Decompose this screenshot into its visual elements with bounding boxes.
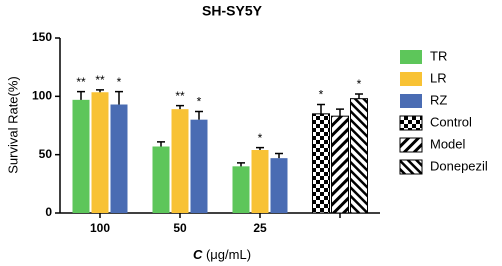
significance-label: * [197, 95, 202, 109]
legend-label: LR [430, 70, 447, 85]
error-bar [275, 152, 283, 159]
bar [72, 99, 90, 213]
bar [331, 115, 349, 214]
legend-label: Control [430, 114, 472, 129]
error-bar [157, 141, 165, 147]
error-bar [256, 146, 264, 150]
error-bar [317, 103, 325, 114]
error-bar [237, 162, 245, 167]
legend-swatch [399, 137, 423, 153]
legend-swatch [399, 159, 423, 175]
y-tick-label: 0 [45, 205, 52, 219]
y-tick-label: 100 [32, 89, 52, 103]
significance-label: * [319, 88, 324, 102]
bar [171, 109, 189, 213]
bar [350, 98, 368, 214]
legend-label: RZ [430, 92, 447, 107]
x-tick-label: 25 [253, 221, 267, 235]
significance-label: * [258, 131, 263, 145]
y-axis-label: Survival Rate(%) [5, 76, 20, 174]
legend-swatch [400, 94, 422, 108]
x-axis-unit: (μg/mL) [206, 247, 251, 262]
bar [110, 104, 128, 213]
error-bar [77, 90, 85, 100]
significance-label: ** [95, 73, 105, 87]
bar [251, 150, 269, 213]
legend-swatch [400, 72, 422, 86]
error-bar [115, 90, 123, 105]
x-tick-label: 100 [90, 221, 110, 235]
significance-label: ** [76, 75, 86, 89]
legend-swatch [399, 115, 423, 131]
y-tick-label: 50 [39, 147, 53, 161]
bar [152, 146, 170, 213]
error-bar [96, 89, 104, 93]
bar [91, 92, 109, 213]
bar [190, 119, 208, 213]
legend-label: Donepezil [430, 158, 488, 173]
chart-title: SH-SY5Y [202, 3, 263, 19]
legend-label: TR [430, 48, 447, 63]
x-axis-label: C (μg/mL) [193, 247, 251, 262]
error-bar [195, 110, 203, 120]
significance-label: * [357, 77, 362, 91]
bar [312, 113, 330, 214]
bar [232, 166, 250, 213]
significance-label: ** [175, 89, 185, 103]
x-tick-label: 50 [173, 221, 187, 235]
legend-swatch [400, 50, 422, 64]
bar [270, 158, 288, 213]
y-tick-label: 150 [32, 30, 52, 44]
error-bar [336, 108, 344, 117]
error-bar [355, 93, 363, 99]
legend-label: Model [430, 136, 466, 151]
error-bar [176, 104, 184, 110]
x-axis-variable: C [193, 247, 203, 262]
significance-label: * [117, 75, 122, 89]
